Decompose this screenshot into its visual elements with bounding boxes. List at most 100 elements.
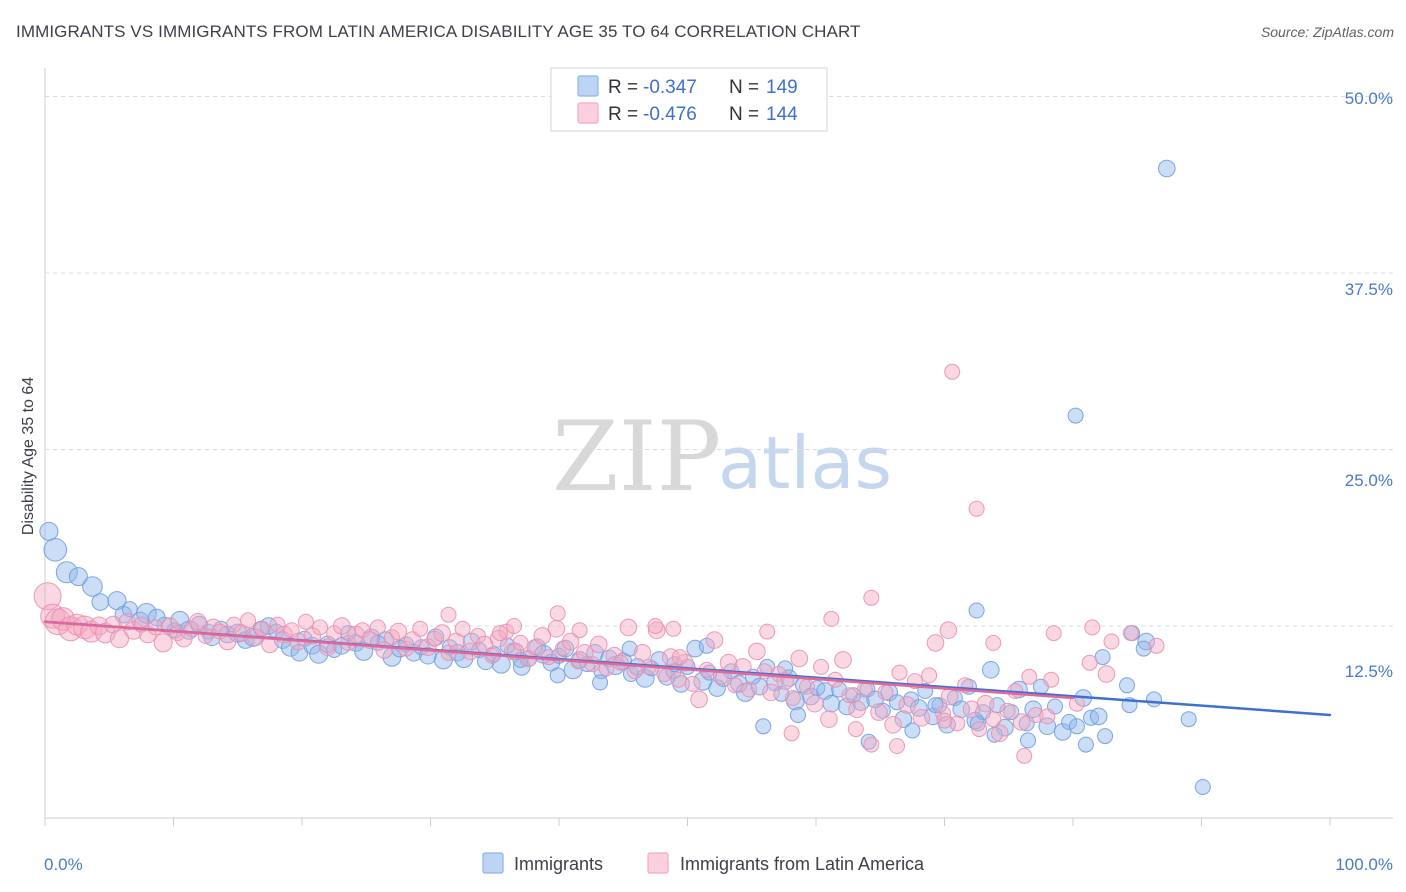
- latin-america-point-89: [670, 671, 687, 688]
- latin-america-point-116: [863, 589, 880, 606]
- immigrants-point-157: [860, 733, 877, 750]
- latin-america-point-0: [33, 582, 62, 611]
- latin-america-point-132: [976, 694, 995, 713]
- immigrants-point-163: [592, 674, 609, 691]
- latin-america-point-148: [1103, 633, 1120, 650]
- latin-america-point-67: [512, 634, 529, 651]
- immigrants-point-0: [39, 521, 59, 541]
- immigrants-point-154: [790, 707, 806, 723]
- immigrants-point-5: [91, 593, 110, 611]
- immigrants-point-161: [1077, 736, 1094, 753]
- latin-america-point-165: [506, 618, 522, 634]
- immigrants-point-159: [969, 715, 986, 732]
- source-credit: Source: ZipAtlas.com: [1260, 24, 1394, 40]
- latin-america-point-121: [898, 696, 917, 714]
- legend-swatch-immigrants: [577, 75, 599, 97]
- latin-america-point-114: [848, 700, 866, 719]
- y-gridlines: [45, 96, 1393, 627]
- latin-america-point-53: [412, 620, 429, 637]
- legend-n-label-1: N =: [729, 77, 759, 98]
- x-tick-label-min: 0.0%: [44, 855, 83, 874]
- latin-america-point-146: [1043, 671, 1060, 688]
- latin-america-point-168: [671, 649, 688, 666]
- latin-america-point-157: [936, 712, 953, 729]
- latin-america-point-102: [762, 683, 780, 702]
- latin-america-point-74: [561, 632, 580, 651]
- latin-america-point-160: [944, 363, 961, 380]
- latin-america-point-97: [727, 677, 743, 694]
- latin-america-point-141: [823, 610, 840, 627]
- immigrants-point-137: [1068, 718, 1085, 735]
- latin-america-point-156: [889, 738, 905, 754]
- immigrants-point-152: [1097, 728, 1114, 745]
- latin-america-point-137: [1012, 713, 1031, 731]
- latin-america-point-78: [590, 635, 608, 654]
- legend-n-label-2: N =: [729, 104, 759, 125]
- latin-america-point-42: [333, 617, 351, 635]
- latin-america-point-127: [940, 687, 959, 706]
- legend-swatch-latin-america: [577, 102, 599, 124]
- latin-america-point-128: [949, 715, 966, 732]
- latin-america-point-26: [218, 632, 237, 651]
- latin-america-point-131: [971, 721, 988, 738]
- latin-america-point-124: [921, 667, 938, 684]
- immigrants-point-131: [1024, 700, 1042, 719]
- chart-title: IMMIGRANTS VS IMMIGRANTS FROM LATIN AMER…: [16, 22, 861, 41]
- latin-america-point-41: [326, 625, 343, 642]
- legend-n-value-1: 149: [766, 77, 798, 98]
- latin-america-point-72: [547, 620, 566, 638]
- immigrants-point-145: [1146, 691, 1162, 708]
- immigrants-point-135: [1053, 723, 1072, 741]
- legend-n-value-2: 144: [766, 104, 798, 125]
- y-tick-label-25: 25.0%: [1345, 471, 1393, 490]
- latin-america-point-33: [269, 616, 286, 633]
- latin-america-point-99: [741, 681, 758, 698]
- immigrants-point-136: [1061, 714, 1078, 730]
- latin-america-point-31: [254, 620, 271, 637]
- bottom-legend-label-latin-america: Immigrants from Latin America: [680, 854, 925, 874]
- latin-america-point-70: [533, 627, 552, 645]
- immigrants-point-148: [1067, 407, 1084, 424]
- watermark-zip: ZIP: [552, 401, 721, 513]
- latin-america-point-163: [440, 606, 457, 623]
- latin-america-point-17: [153, 633, 173, 653]
- latin-america-point-144: [1045, 625, 1062, 642]
- latin-america-point-159: [783, 725, 800, 742]
- latin-america-point-153: [1039, 708, 1056, 725]
- latin-america-point-143: [985, 634, 1002, 651]
- immigrants-point-121: [952, 700, 971, 719]
- immigrants-point-115: [910, 699, 928, 717]
- immigrants-point-149: [1158, 159, 1176, 178]
- immigrants-point-4: [82, 576, 103, 597]
- latin-america-point-105: [784, 690, 801, 706]
- legend-bottom: Immigrants Immigrants from Latin America: [482, 852, 925, 874]
- y-tick-label-37-5: 37.5%: [1345, 280, 1393, 299]
- latin-america-point-138: [1021, 668, 1038, 685]
- latin-america-point-39: [312, 619, 328, 636]
- latin-america-point-32: [261, 635, 279, 654]
- latin-america-point-106: [790, 649, 809, 668]
- bottom-legend-label-immigrants: Immigrants: [514, 854, 603, 874]
- immigrants-point-160: [1194, 779, 1211, 795]
- latin-america-point-150: [1148, 637, 1165, 654]
- immigrants-point-10: [136, 603, 157, 624]
- immigrants-point-1: [43, 538, 68, 562]
- latin-america-point-108: [805, 694, 824, 713]
- latin-america-point-140: [759, 623, 776, 640]
- trend-line-latin-america: [43, 620, 1075, 700]
- latin-america-point-166: [665, 620, 682, 637]
- latin-america-point-82: [619, 618, 638, 637]
- immigrants-point-156: [755, 718, 772, 735]
- latin-america-point-37: [297, 613, 314, 630]
- immigrants-point-147: [1180, 711, 1197, 728]
- latin-america-point-145: [1084, 619, 1101, 636]
- latin-america-point-22: [189, 613, 207, 631]
- bottom-legend-swatch-latin-america: [647, 852, 669, 874]
- latin-america-point-155: [863, 736, 880, 753]
- legend-r-value-2: -0.476: [643, 104, 697, 125]
- latin-america-point-115: [856, 681, 873, 698]
- latin-america-point-113: [841, 687, 858, 704]
- latin-america-point-154: [1016, 747, 1033, 764]
- latin-america-point-29: [240, 612, 256, 629]
